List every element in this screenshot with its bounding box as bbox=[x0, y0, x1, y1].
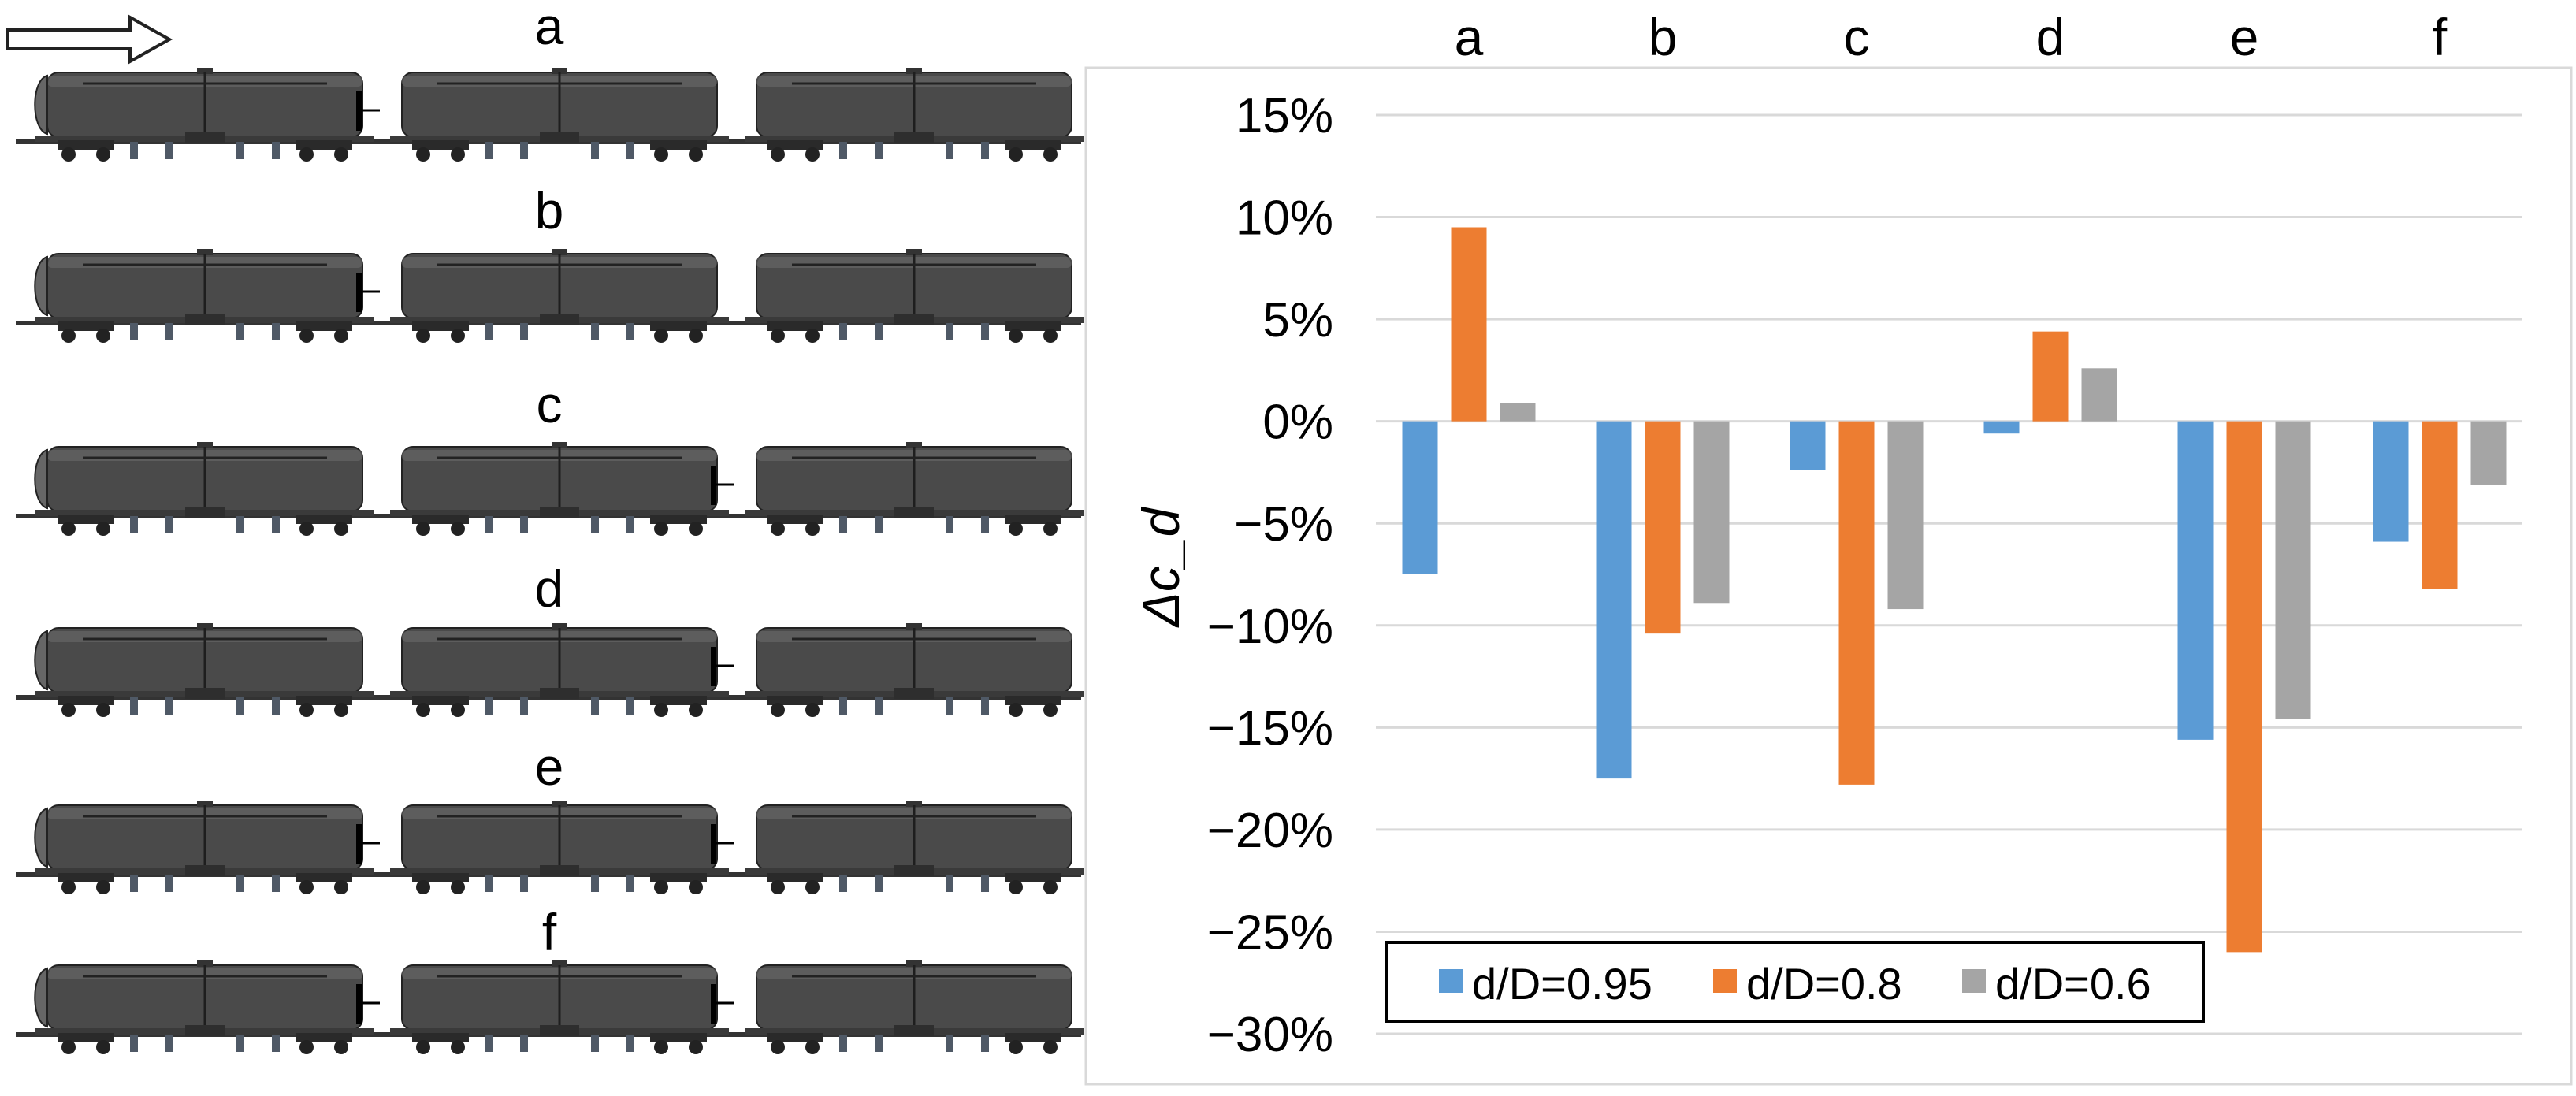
category-label-c: c bbox=[1844, 8, 1870, 66]
tank-car-3 bbox=[743, 799, 1085, 896]
gap-plate-icon bbox=[709, 983, 736, 1025]
bar-b-series-2 bbox=[1645, 421, 1681, 634]
configuration-e: e bbox=[16, 737, 1085, 896]
legend-swatch bbox=[1439, 969, 1463, 993]
bar-c-series-3 bbox=[1887, 421, 1924, 610]
gap-plate-icon bbox=[355, 823, 381, 865]
y-tick-label: −30% bbox=[1207, 1008, 1333, 1062]
configuration-label: c bbox=[537, 375, 563, 433]
bar-e-series-3 bbox=[2275, 421, 2311, 719]
tank-car-1 bbox=[34, 799, 376, 896]
train-configurations: a b c d e f bbox=[6, 0, 1085, 1056]
tank-car-2 bbox=[388, 440, 730, 537]
configuration-f: f bbox=[16, 903, 1085, 1056]
configuration-d: d bbox=[16, 559, 1085, 719]
tank-car-3 bbox=[743, 622, 1085, 719]
bar-f-series-3 bbox=[2470, 421, 2507, 485]
tank-car-3 bbox=[743, 959, 1085, 1056]
y-tick-label: 15% bbox=[1236, 89, 1333, 143]
bars bbox=[1402, 227, 2507, 953]
bar-d-series-2 bbox=[2032, 331, 2069, 422]
y-tick-label: 5% bbox=[1262, 293, 1333, 347]
legend-label: d/D=0.6 bbox=[1995, 959, 2151, 1009]
bar-f-series-2 bbox=[2422, 421, 2458, 589]
tank-car-2 bbox=[388, 622, 730, 719]
bar-a-series-2 bbox=[1451, 227, 1487, 422]
gap-plate-icon bbox=[355, 90, 381, 132]
bar-d-series-1 bbox=[1983, 421, 2020, 434]
front-cap bbox=[34, 808, 48, 868]
front-cap bbox=[34, 630, 48, 690]
category-label-f: f bbox=[2433, 8, 2448, 66]
configuration-b: b bbox=[16, 181, 1085, 344]
delta-cd-bar-chart: 15% 10% 5% 0% −5% −10% −15% −20% −25% −30% a b c d e f… bbox=[1084, 8, 2573, 1086]
tank-car-2 bbox=[388, 959, 730, 1056]
tank-car-3 bbox=[743, 66, 1085, 163]
tank-car-1 bbox=[34, 66, 376, 163]
bar-b-series-1 bbox=[1596, 421, 1632, 779]
gap-plate-icon bbox=[709, 645, 736, 688]
tank-car-3 bbox=[743, 247, 1085, 344]
legend: d/D=0.95 d/D=0.8 d/D=0.6 bbox=[1385, 941, 2205, 1023]
y-tick-label: 10% bbox=[1236, 191, 1333, 246]
category-label-a: a bbox=[1455, 8, 1484, 66]
bar-e-series-1 bbox=[2177, 421, 2214, 740]
legend-box bbox=[1385, 941, 2205, 1023]
category-label-d: d bbox=[2036, 8, 2065, 66]
category-label-e: e bbox=[2230, 8, 2259, 66]
legend-label: d/D=0.95 bbox=[1472, 959, 1652, 1009]
flow-direction-arrow-icon bbox=[6, 14, 173, 65]
front-cap bbox=[34, 75, 48, 135]
tank-car-2 bbox=[388, 66, 730, 163]
legend-swatch bbox=[1962, 969, 1986, 993]
y-axis-ticks: 15% 10% 5% 0% −5% −10% −15% −20% −25% −30% bbox=[1207, 89, 1333, 1062]
tank-car-1 bbox=[34, 440, 376, 537]
configuration-label: f bbox=[542, 903, 557, 961]
y-tick-label: −15% bbox=[1207, 701, 1333, 756]
tank-car-1 bbox=[34, 622, 376, 719]
tank-car-3 bbox=[743, 440, 1085, 537]
configuration-label: e bbox=[535, 737, 564, 796]
configuration-label: d bbox=[535, 559, 564, 618]
bar-e-series-2 bbox=[2226, 421, 2262, 953]
bar-b-series-3 bbox=[1693, 421, 1730, 604]
front-cap bbox=[34, 449, 48, 509]
y-axis-label: Δc_d bbox=[1132, 506, 1190, 628]
bar-c-series-2 bbox=[1838, 421, 1875, 785]
configuration-label: b bbox=[535, 181, 564, 240]
gap-plate-icon bbox=[355, 271, 381, 314]
bar-a-series-3 bbox=[1500, 403, 1536, 422]
category-label-b: b bbox=[1649, 8, 1678, 66]
bar-f-series-1 bbox=[2373, 421, 2409, 542]
tank-car-1 bbox=[34, 959, 376, 1056]
y-tick-label: −10% bbox=[1207, 600, 1333, 654]
bar-d-series-3 bbox=[2081, 368, 2117, 422]
front-cap bbox=[34, 968, 48, 1027]
y-tick-label: −25% bbox=[1207, 905, 1333, 960]
gap-plate-icon bbox=[709, 464, 736, 507]
tank-car-1 bbox=[34, 247, 376, 344]
category-labels: a b c d e f bbox=[1455, 8, 2448, 66]
bar-c-series-1 bbox=[1790, 421, 1826, 470]
bar-a-series-1 bbox=[1402, 421, 1438, 574]
configuration-label: a bbox=[535, 0, 564, 55]
legend-swatch bbox=[1713, 969, 1737, 993]
tank-car-2 bbox=[388, 247, 730, 344]
y-tick-label: 0% bbox=[1262, 396, 1333, 450]
tank-car-2 bbox=[388, 799, 730, 896]
gap-plate-icon bbox=[355, 983, 381, 1025]
configuration-a: a bbox=[16, 0, 1085, 163]
gridlines bbox=[1376, 113, 2522, 1035]
front-cap bbox=[34, 256, 48, 316]
legend-label: d/D=0.8 bbox=[1746, 959, 1902, 1009]
configuration-c: c bbox=[16, 375, 1085, 537]
y-tick-label: −20% bbox=[1207, 804, 1333, 858]
gap-plate-icon bbox=[709, 823, 736, 865]
plot-area-border bbox=[1084, 66, 2573, 1086]
y-tick-label: −5% bbox=[1234, 497, 1333, 552]
